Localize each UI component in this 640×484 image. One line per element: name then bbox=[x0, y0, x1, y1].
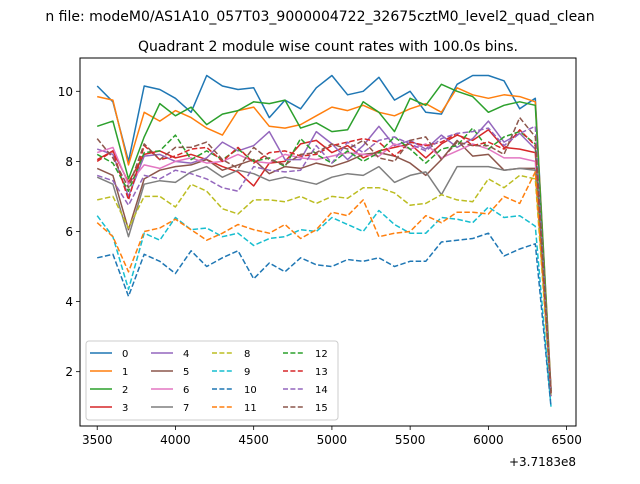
x-tick-label: 5000 bbox=[317, 433, 348, 447]
x-tick-label: 5500 bbox=[395, 433, 426, 447]
series-line-0 bbox=[96, 74, 552, 390]
legend-label-6: 6 bbox=[183, 385, 189, 396]
y-tick-label: 6 bbox=[65, 225, 73, 239]
series-line-11 bbox=[96, 171, 552, 393]
y-tick-label: 2 bbox=[65, 365, 73, 379]
series-line-8 bbox=[97, 174, 552, 397]
legend-label-11: 11 bbox=[244, 403, 257, 414]
legend-label-4: 4 bbox=[183, 349, 189, 360]
legend-label-14: 14 bbox=[315, 385, 328, 396]
legend-label-15: 15 bbox=[315, 403, 328, 414]
series-line-7 bbox=[96, 165, 552, 393]
series-line-1 bbox=[97, 87, 552, 390]
series-line-5 bbox=[96, 139, 552, 392]
legend-label-7: 7 bbox=[183, 403, 189, 414]
legend-label-10: 10 bbox=[244, 385, 257, 396]
series-line-14 bbox=[96, 125, 552, 397]
y-tick-label: 8 bbox=[65, 155, 73, 169]
axes-frame bbox=[79, 57, 577, 427]
figure-suptitle: n file: modeM0/AS1A10_057T03_9000004722_… bbox=[45, 9, 594, 25]
series-line-15 bbox=[96, 116, 552, 395]
series-line-9 bbox=[96, 206, 552, 407]
legend-label-0: 0 bbox=[122, 349, 128, 360]
chart-title: Quadrant 2 module wise count rates with … bbox=[138, 39, 518, 55]
series-line-10 bbox=[97, 232, 552, 407]
y-axis: 2 4 6 8 10 bbox=[58, 85, 80, 379]
legend-label-5: 5 bbox=[183, 367, 189, 378]
x-tick-label: 4000 bbox=[160, 433, 191, 447]
y-tick-label: 4 bbox=[65, 295, 73, 309]
x-axis-offset-label: +3.7183e8 bbox=[509, 455, 576, 469]
legend-label-13: 13 bbox=[315, 367, 328, 378]
legend-box bbox=[85, 340, 339, 421]
x-tick-label: 6500 bbox=[551, 433, 582, 447]
series-line-2 bbox=[96, 83, 552, 393]
x-axis: 3500 4000 4500 5000 5500 6000 6500 bbox=[82, 426, 582, 447]
series-line-4 bbox=[96, 120, 552, 393]
legend-label-3: 3 bbox=[122, 403, 128, 414]
legend-label-8: 8 bbox=[244, 349, 250, 360]
plot-area bbox=[96, 74, 552, 407]
y-tick-label: 10 bbox=[58, 85, 73, 99]
legend-label-2: 2 bbox=[122, 385, 128, 396]
legend-label-1: 1 bbox=[122, 367, 128, 378]
legend-label-12: 12 bbox=[315, 349, 328, 360]
x-tick-label: 6000 bbox=[473, 433, 504, 447]
x-tick-label: 4500 bbox=[238, 433, 269, 447]
legend-label-9: 9 bbox=[244, 367, 250, 378]
x-tick-label: 3500 bbox=[82, 433, 113, 447]
